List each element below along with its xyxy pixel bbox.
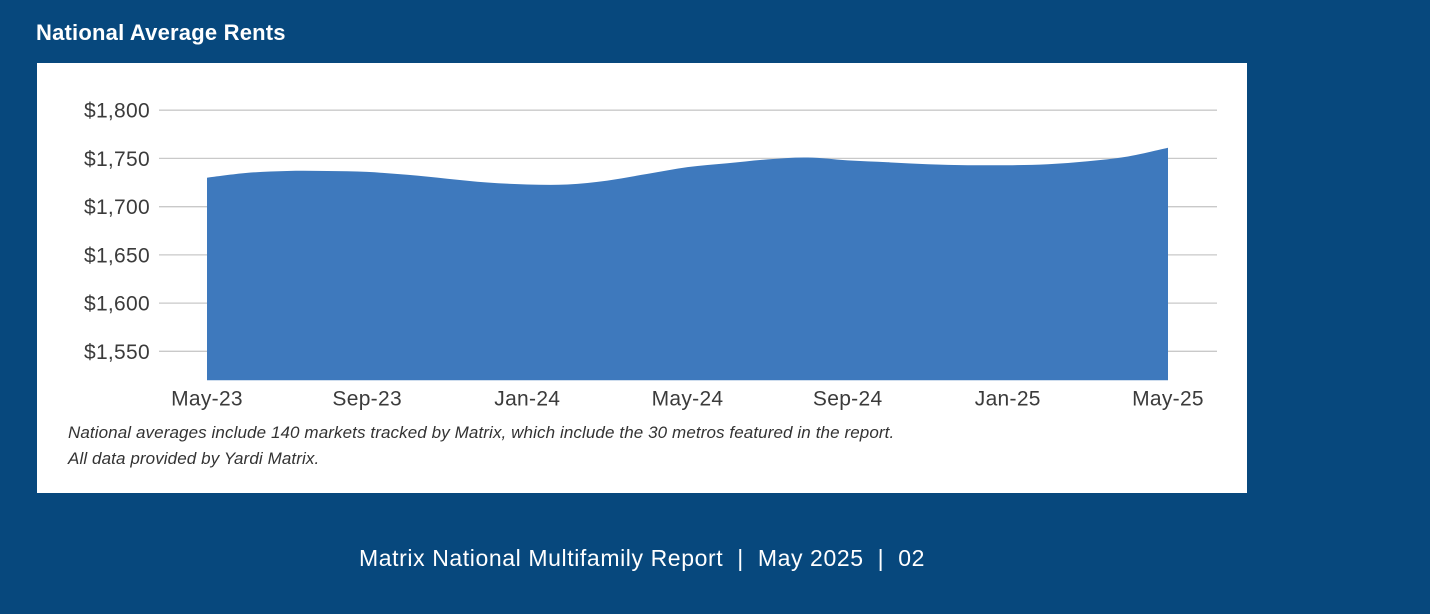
y-axis-tick-label: $1,650 bbox=[84, 244, 150, 267]
rent-area-series bbox=[207, 147, 1168, 381]
x-axis-tick-label: Sep-24 bbox=[813, 387, 883, 410]
x-axis-tick-label: May-24 bbox=[652, 387, 724, 410]
footer-page-number: 02 bbox=[898, 545, 925, 571]
y-axis-tick-label: $1,700 bbox=[84, 196, 150, 219]
chart-panel: $1,800 $1,750 $1,700 $1,650 $1,600 $1,550 May-… bbox=[37, 63, 1247, 493]
y-axis-tick-label: $1,750 bbox=[84, 148, 150, 171]
rent-area-chart: $1,800 $1,750 $1,700 $1,650 $1,600 $1,550 May-… bbox=[84, 100, 1217, 410]
footer-date: May 2025 bbox=[757, 545, 864, 571]
report-footer: Matrix National Multifamily Report | May 2… bbox=[37, 545, 1247, 572]
footer-report-name: Matrix National Multifamily Report bbox=[359, 545, 724, 571]
page-title: National Average Rents bbox=[36, 20, 286, 45]
chart-footnote: National averages include 140 markets tr… bbox=[68, 420, 894, 472]
x-axis-tick-label: Jan-24 bbox=[494, 387, 560, 410]
x-axis-tick-label: May-25 bbox=[1132, 387, 1204, 410]
footer-separator: | bbox=[877, 545, 885, 571]
footnote-line-1: National averages include 140 markets tr… bbox=[68, 423, 895, 442]
footnote-line-2: All data provided by Yardi Matrix. bbox=[68, 449, 320, 468]
y-axis-tick-label: $1,600 bbox=[84, 293, 150, 316]
x-axis-tick-label: Sep-23 bbox=[332, 387, 402, 410]
y-axis-tick-label: $1,800 bbox=[84, 100, 150, 123]
x-axis-tick-label: Jan-25 bbox=[975, 387, 1041, 410]
y-axis-tick-label: $1,550 bbox=[84, 341, 150, 364]
x-axis-tick-label: May-23 bbox=[171, 387, 243, 410]
footer-separator: | bbox=[737, 545, 744, 571]
